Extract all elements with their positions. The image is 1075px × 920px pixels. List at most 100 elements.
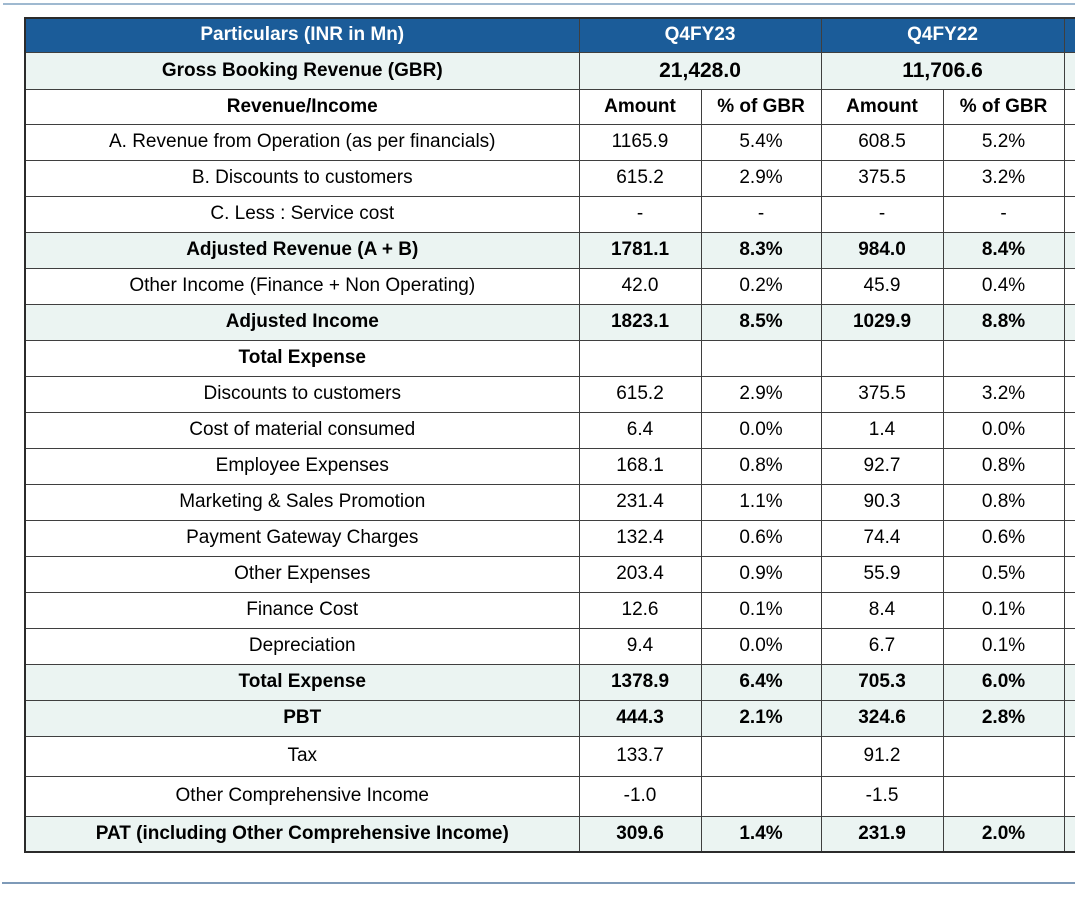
row-label-cell: Tax — [24, 735, 580, 777]
amount-value-cell — [820, 339, 944, 377]
row-label-cell: Cost of material consumed — [24, 411, 580, 449]
amount-value-cell: 6.4 — [578, 411, 702, 449]
pct-value-cell: 0.1% — [942, 591, 1065, 629]
amount-value-cell: -1.0 — [578, 775, 702, 817]
table-row: Other Income (Finance + Non Operating) 4… — [24, 267, 1075, 305]
pct-value-cell: 5.2% — [942, 123, 1065, 161]
cutoff-cell — [1063, 51, 1075, 90]
other-comprehensive-income-row: Other Comprehensive Income -1.0 -1.5 — [24, 775, 1075, 817]
amount-value-cell: 203.4 — [578, 555, 702, 593]
row-label-cell: A. Revenue from Operation (as per financ… — [24, 123, 580, 161]
row-label-cell: PBT — [24, 699, 580, 737]
pct-value-cell: 1.1% — [700, 483, 822, 521]
q4fy23-header-cell: Q4FY23 — [578, 17, 822, 53]
amount-value-cell: 45.9 — [820, 267, 944, 305]
table-row: Discounts to customers 615.2 2.9% 375.5 … — [24, 375, 1075, 413]
pct-value-cell: 6.4% — [700, 663, 822, 701]
row-label-cell: Depreciation — [24, 627, 580, 665]
pct-value-cell: 5.4% — [700, 123, 822, 161]
cutoff-cell — [1063, 627, 1075, 665]
amount-value-cell: 74.4 — [820, 519, 944, 557]
row-label-cell: Total Expense — [24, 663, 580, 701]
table-row: B. Discounts to customers 615.2 2.9% 375… — [24, 159, 1075, 197]
amount-value-cell: 168.1 — [578, 447, 702, 485]
amount-value-cell: - — [578, 195, 702, 233]
amount-value-cell: 12.6 — [578, 591, 702, 629]
cutoff-cell — [1063, 231, 1075, 269]
amount-header-cell: Amount — [820, 88, 944, 125]
adjusted-income-row: Adjusted Income 1823.1 8.5% 1029.9 8.8% — [24, 303, 1075, 341]
adjusted-revenue-row: Adjusted Revenue (A + B) 1781.1 8.3% 984… — [24, 231, 1075, 269]
amount-value-cell: 9.4 — [578, 627, 702, 665]
pct-value-cell: 0.1% — [700, 591, 822, 629]
pct-value-cell: 0.2% — [700, 267, 822, 305]
total-expense-section-row: Total Expense — [24, 339, 1075, 377]
row-label-cell: PAT (including Other Comprehensive Incom… — [24, 815, 580, 853]
pct-value-cell: 0.8% — [700, 447, 822, 485]
subheader-row: Revenue/Income Amount % of GBR Amount % … — [24, 88, 1075, 125]
cutoff-cell — [1063, 267, 1075, 305]
cutoff-header-cell — [1063, 17, 1075, 53]
amount-value-cell: 92.7 — [820, 447, 944, 485]
amount-value-cell: 1781.1 — [578, 231, 702, 269]
total-expense-value-row: Total Expense 1378.9 6.4% 705.3 6.0% — [24, 663, 1075, 701]
gross-booking-revenue-row: Gross Booking Revenue (GBR) 21,428.0 11,… — [24, 51, 1075, 90]
row-label-cell: C. Less : Service cost — [24, 195, 580, 233]
tax-row: Tax 133.7 91.2 — [24, 735, 1075, 777]
amount-value-cell: 8.4 — [820, 591, 944, 629]
row-label-cell: Other Comprehensive Income — [24, 775, 580, 817]
amount-value-cell: 375.5 — [820, 375, 944, 413]
amount-value-cell: 324.6 — [820, 699, 944, 737]
pct-value-cell: 2.9% — [700, 159, 822, 197]
row-label-cell: B. Discounts to customers — [24, 159, 580, 197]
pct-gbr-header-cell: % of GBR — [700, 88, 822, 125]
pct-value-cell: 2.9% — [700, 375, 822, 413]
pct-value-cell: 0.8% — [942, 483, 1065, 521]
pct-value-cell: 8.3% — [700, 231, 822, 269]
pbt-row: PBT 444.3 2.1% 324.6 2.8% — [24, 699, 1075, 737]
amount-value-cell: 231.9 — [820, 815, 944, 853]
amount-value-cell — [578, 339, 702, 377]
row-label-cell: Adjusted Income — [24, 303, 580, 341]
pct-gbr-header-cell: % of GBR — [942, 88, 1065, 125]
pct-value-cell: 3.2% — [942, 159, 1065, 197]
amount-value-cell: 231.4 — [578, 483, 702, 521]
pct-value-cell: - — [942, 195, 1065, 233]
pct-value-cell: 0.0% — [942, 411, 1065, 449]
pct-value-cell — [700, 735, 822, 777]
amount-value-cell: 615.2 — [578, 159, 702, 197]
revenue-income-label-cell: Revenue/Income — [24, 88, 580, 125]
pct-value-cell: 8.4% — [942, 231, 1065, 269]
amount-value-cell: 984.0 — [820, 231, 944, 269]
pct-value-cell: 0.4% — [942, 267, 1065, 305]
amount-value-cell: 375.5 — [820, 159, 944, 197]
gbr-q4fy23-value: 21,428.0 — [578, 51, 822, 90]
amount-value-cell: 133.7 — [578, 735, 702, 777]
row-label-cell: Payment Gateway Charges — [24, 519, 580, 557]
amount-value-cell: 608.5 — [820, 123, 944, 161]
amount-value-cell: - — [820, 195, 944, 233]
pct-value-cell: 0.0% — [700, 627, 822, 665]
cutoff-cell — [1063, 591, 1075, 629]
row-label-cell: Discounts to customers — [24, 375, 580, 413]
amount-value-cell: 6.7 — [820, 627, 944, 665]
cutoff-cell — [1063, 775, 1075, 817]
pct-value-cell: 0.0% — [700, 411, 822, 449]
amount-value-cell: 91.2 — [820, 735, 944, 777]
pat-row: PAT (including Other Comprehensive Incom… — [24, 815, 1075, 853]
table-header-row: Particulars (INR in Mn) Q4FY23 Q4FY22 — [24, 17, 1075, 53]
amount-value-cell: 90.3 — [820, 483, 944, 521]
table-row: Other Expenses 203.4 0.9% 55.9 0.5% — [24, 555, 1075, 593]
amount-value-cell: 1378.9 — [578, 663, 702, 701]
cutoff-cell — [1063, 411, 1075, 449]
cutoff-cell — [1063, 735, 1075, 777]
amount-value-cell: 132.4 — [578, 519, 702, 557]
pct-value-cell: 0.9% — [700, 555, 822, 593]
table-row: Marketing & Sales Promotion 231.4 1.1% 9… — [24, 483, 1075, 521]
pct-value-cell: 8.5% — [700, 303, 822, 341]
amount-value-cell: 1823.1 — [578, 303, 702, 341]
cutoff-cell — [1063, 447, 1075, 485]
cutoff-cell — [1063, 815, 1075, 853]
table-row: Cost of material consumed 6.4 0.0% 1.4 0… — [24, 411, 1075, 449]
slide-bottom-border — [2, 882, 1075, 884]
